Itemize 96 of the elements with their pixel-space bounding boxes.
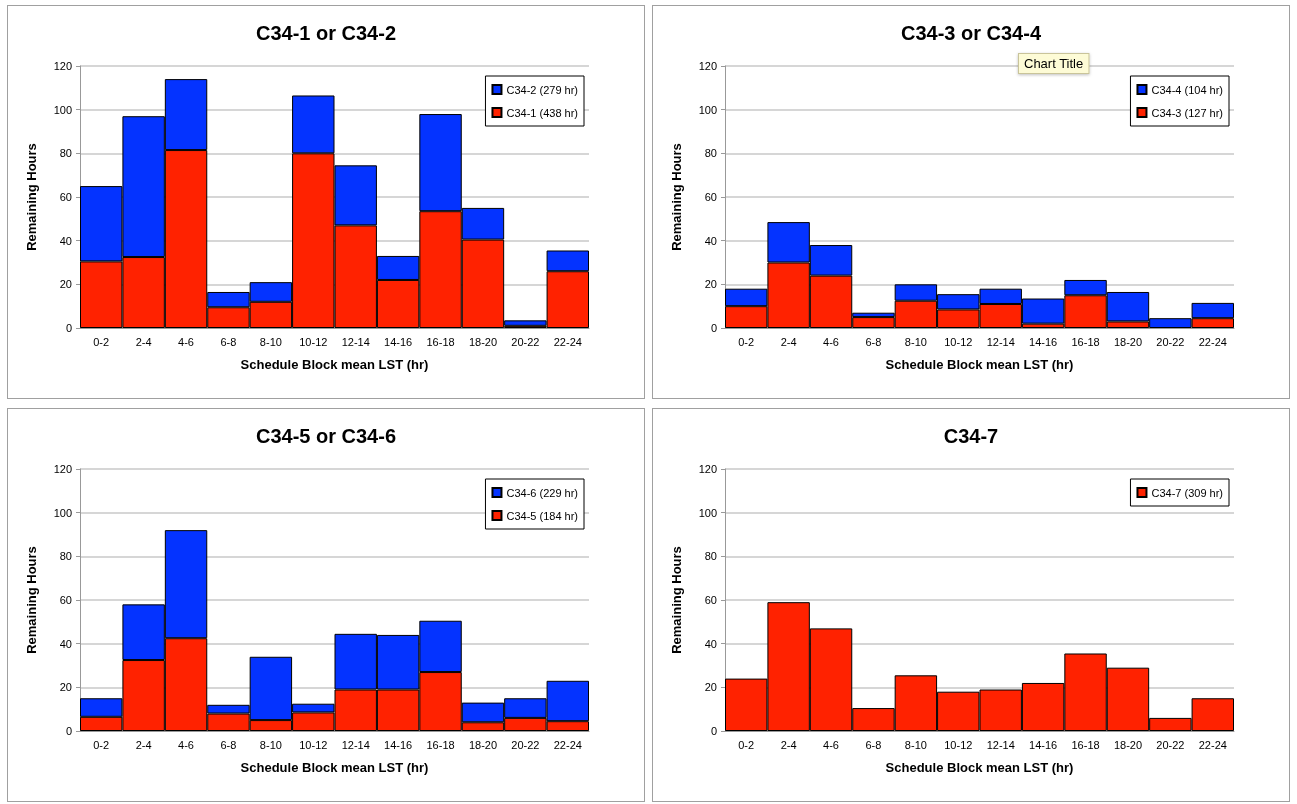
x-tick-label: 0-2: [93, 335, 110, 348]
y-axis-title: Remaining Hours: [24, 546, 39, 654]
x-axis-title: Schedule Block mean LST (hr): [240, 760, 429, 775]
x-axis-title: Schedule Block mean LST (hr): [885, 760, 1074, 775]
x-tick-label: 14-16: [1029, 335, 1058, 348]
y-tick-label: 80: [704, 147, 717, 160]
y-tick-label: 40: [59, 234, 72, 247]
x-tick-label: 0-2: [93, 738, 110, 751]
x-tick-label: 10-12: [299, 335, 328, 348]
y-axis-title: Remaining Hours: [669, 546, 684, 654]
y-tick-label: 20: [59, 681, 72, 694]
y-tick-label: 0: [65, 322, 72, 334]
x-tick-label: 6-8: [220, 738, 237, 751]
y-tick-label: 120: [698, 60, 717, 72]
x-tick-label: 12-14: [341, 738, 370, 751]
x-tick-label: 20-22: [1156, 335, 1185, 348]
y-tick-label: 60: [59, 594, 72, 606]
y-tick-label: 40: [59, 637, 72, 650]
x-tick-label: 8-10: [904, 738, 927, 751]
legend-label: C34-5 (184 hr): [506, 509, 579, 522]
x-tick-label: 2-4: [135, 335, 152, 348]
x-tick-label: 16-18: [1071, 738, 1100, 751]
y-tick-label: 0: [710, 725, 717, 737]
x-tick-label: 22-24: [1198, 738, 1227, 751]
x-tick-label: 10-12: [299, 738, 328, 751]
x-tick-label: 18-20: [1113, 335, 1143, 348]
y-tick-label: 40: [704, 637, 717, 650]
x-tick-label: 14-16: [384, 335, 413, 348]
x-tick-label: 6-8: [865, 335, 882, 348]
y-tick-label: 100: [698, 103, 717, 116]
x-tick-label: 16-18: [426, 738, 455, 751]
y-tick-label: 80: [59, 550, 72, 563]
y-axis-title: Remaining Hours: [24, 143, 39, 251]
chart-title: C34-7: [943, 425, 999, 447]
x-tick-label: 22-24: [553, 335, 582, 348]
x-tick-label: 20-22: [1156, 738, 1185, 751]
legend-label: C34-4 (104 hr): [1151, 83, 1224, 96]
x-tick-label: 4-6: [178, 335, 194, 348]
y-tick-label: 80: [704, 550, 717, 563]
y-tick-label: 120: [698, 463, 717, 475]
x-tick-label: 12-14: [986, 335, 1015, 348]
x-tick-label: 0-2: [738, 335, 755, 348]
x-tick-label: 20-22: [511, 738, 540, 751]
x-tick-label: 2-4: [780, 335, 797, 348]
y-tick-label: 100: [53, 506, 72, 519]
x-tick-label: 8-10: [904, 335, 927, 348]
legend-label: C34-3 (127 hr): [1151, 106, 1224, 119]
x-tick-label: 10-12: [944, 335, 973, 348]
y-tick-label: 20: [704, 681, 717, 694]
y-axis-title: Remaining Hours: [669, 143, 684, 251]
x-tick-label: 14-16: [384, 738, 413, 751]
x-tick-label: 14-16: [1029, 738, 1058, 751]
y-tick-label: 60: [59, 191, 72, 203]
x-tick-label: 22-24: [553, 738, 582, 751]
x-tick-label: 6-8: [865, 738, 882, 751]
x-tick-label: 16-18: [426, 335, 455, 348]
y-tick-label: 20: [59, 278, 72, 291]
y-tick-label: 60: [704, 594, 717, 606]
x-tick-label: 10-12: [944, 738, 973, 751]
y-tick-label: 0: [710, 322, 717, 334]
x-tick-label: 18-20: [468, 335, 498, 348]
x-tick-label: 8-10: [259, 738, 282, 751]
x-tick-label: 18-20: [468, 738, 498, 751]
y-tick-label: 60: [704, 191, 717, 203]
legend-label: C34-2 (279 hr): [506, 83, 579, 96]
x-tick-label: 22-24: [1198, 335, 1227, 348]
legend-label: C34-7 (309 hr): [1151, 486, 1224, 499]
x-axis-title: Schedule Block mean LST (hr): [885, 357, 1074, 372]
y-tick-label: 40: [704, 234, 717, 247]
y-tick-label: 120: [53, 463, 72, 475]
x-axis-title: Schedule Block mean LST (hr): [240, 357, 429, 372]
x-tick-label: 0-2: [738, 738, 755, 751]
legend-label: C34-1 (438 hr): [506, 106, 579, 119]
x-tick-label: 8-10: [259, 335, 282, 348]
x-tick-label: 4-6: [823, 335, 839, 348]
x-tick-label: 2-4: [135, 738, 152, 751]
x-tick-label: 2-4: [780, 738, 797, 751]
chart-title: C34-1 or C34-2: [255, 22, 397, 44]
y-tick-label: 80: [59, 147, 72, 160]
x-tick-label: 4-6: [823, 738, 839, 751]
x-tick-label: 6-8: [220, 335, 237, 348]
chart-title: C34-5 or C34-6: [255, 425, 397, 447]
y-tick-label: 0: [65, 725, 72, 737]
y-tick-label: 100: [53, 103, 72, 116]
x-tick-label: 4-6: [178, 738, 194, 751]
x-tick-label: 20-22: [511, 335, 540, 348]
y-tick-label: 20: [704, 278, 717, 291]
x-tick-label: 12-14: [341, 335, 370, 348]
annotation: Chart Title: [1024, 56, 1084, 71]
y-tick-label: 120: [53, 60, 72, 72]
x-tick-label: 18-20: [1113, 738, 1143, 751]
y-tick-label: 100: [698, 506, 717, 519]
legend-label: C34-6 (229 hr): [506, 486, 579, 499]
chart-title: C34-3 or C34-4: [900, 22, 1042, 44]
x-tick-label: 12-14: [986, 738, 1015, 751]
x-tick-label: 16-18: [1071, 335, 1100, 348]
